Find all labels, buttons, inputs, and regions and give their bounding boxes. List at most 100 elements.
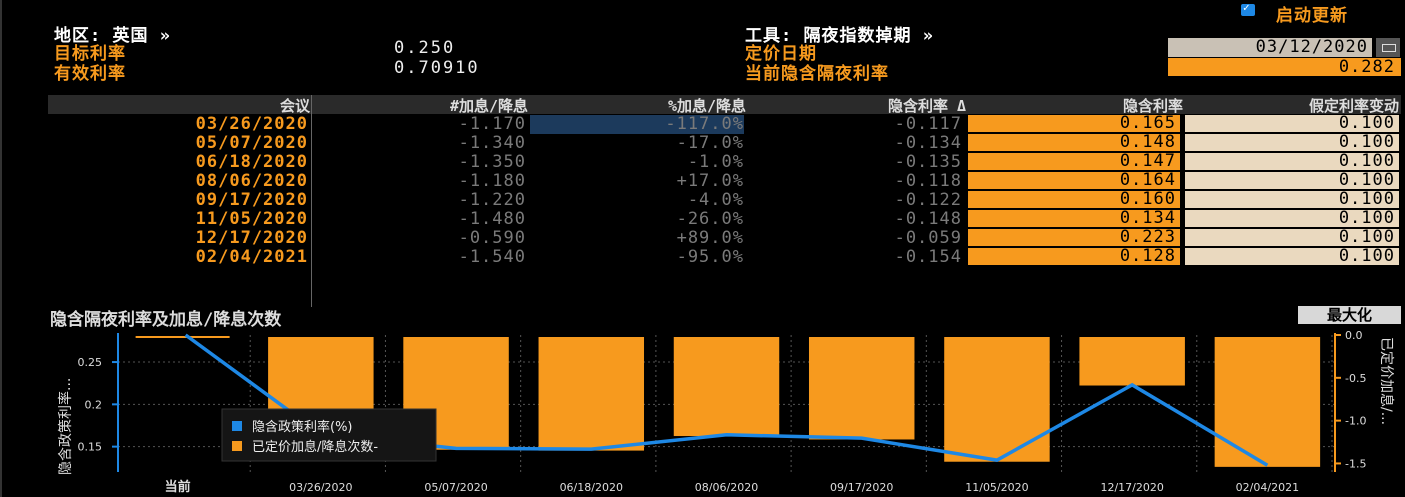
cell-implied: 0.148: [968, 134, 1180, 151]
cell-implied: 0.165: [968, 115, 1180, 132]
bar-09/17/2020: [808, 337, 915, 440]
cell-delta: -0.134: [894, 133, 962, 153]
col-header-hikes[interactable]: #加息/降息: [449, 97, 528, 115]
cell-pct: -4.0%: [687, 190, 744, 210]
cell-delta: -0.059: [894, 228, 962, 248]
cell-hikes: -1.170: [458, 114, 526, 134]
implied-overnight-label: 当前隐含隔夜利率: [745, 64, 889, 84]
cell-pct: -117.0%: [530, 115, 744, 134]
col-header-meeting[interactable]: 会议: [279, 97, 310, 115]
cell-hikes: -1.350: [458, 152, 526, 172]
cell-implied: 0.147: [968, 153, 1180, 170]
right-tick-label: -0.5: [1345, 372, 1366, 385]
legend-label-bar: 已定价加息/降息次数-: [252, 439, 378, 455]
cell-delta: -0.154: [894, 247, 962, 267]
implied-overnight-value: 0.282: [1168, 58, 1401, 76]
left-tick-label: 0.2: [85, 398, 103, 411]
cell-implied: 0.223: [968, 229, 1180, 246]
cell-meeting[interactable]: 08/06/2020: [195, 171, 308, 191]
cell-pct: -95.0%: [676, 247, 744, 267]
cell-implied: 0.164: [968, 172, 1180, 189]
pricing-date-field[interactable]: 03/12/2020: [1168, 38, 1372, 57]
cell-hikes: -1.540: [458, 247, 526, 267]
cell-assumed[interactable]: 0.100: [1185, 115, 1399, 132]
cell-assumed[interactable]: 0.100: [1185, 153, 1399, 170]
x-tick-label: 09/17/2020: [830, 481, 893, 494]
right-tick-label: -1.0: [1345, 415, 1366, 428]
cell-pct: +89.0%: [676, 228, 744, 248]
cell-assumed[interactable]: 0.100: [1185, 210, 1399, 227]
cell-hikes: -1.180: [458, 171, 526, 191]
cell-pct: -26.0%: [676, 209, 744, 229]
region-selector[interactable]: 地区: 英国 »: [54, 26, 171, 46]
cell-meeting[interactable]: 11/05/2020: [195, 209, 308, 229]
cell-hikes: -1.220: [458, 190, 526, 210]
legend-swatch-line: [232, 421, 242, 431]
bar-08/06/2020: [673, 337, 780, 437]
auto-update-label: 启动更新: [1276, 6, 1348, 26]
calendar-button[interactable]: [1376, 38, 1400, 57]
bar-12/17/2020: [1079, 337, 1185, 386]
cell-meeting[interactable]: 09/17/2020: [195, 190, 308, 210]
cell-assumed[interactable]: 0.100: [1185, 229, 1399, 246]
x-tick-label: 11/05/2020: [965, 481, 1028, 494]
calendar-icon: [1382, 44, 1396, 52]
cell-delta: -0.135: [894, 152, 962, 172]
col-header-delta[interactable]: 隐含利率 Δ: [887, 97, 966, 115]
cell-delta: -0.148: [894, 209, 962, 229]
effective-rate-label: 有效利率: [54, 64, 126, 84]
left-axis-title: 隐含政策利率...: [57, 378, 74, 475]
col-header-assumed[interactable]: 假定利率变动: [1308, 97, 1399, 115]
right-axis-title: 已定价加息/...: [1378, 337, 1395, 425]
legend-box: [221, 408, 437, 462]
left-tick-label: 0.25: [78, 356, 103, 369]
x-tick-label: 当前: [165, 479, 191, 495]
cell-implied: 0.134: [968, 210, 1180, 227]
chart-title: 隐含隔夜利率及加息/降息次数: [50, 310, 282, 330]
maximize-button[interactable]: 最大化: [1298, 306, 1401, 324]
cell-meeting[interactable]: 06/18/2020: [195, 152, 308, 172]
cell-assumed[interactable]: 0.100: [1185, 248, 1399, 265]
pricing-date-label: 定价日期: [745, 44, 817, 64]
cell-implied: 0.128: [968, 248, 1180, 265]
right-tick-label: 0.0: [1345, 329, 1363, 342]
x-tick-label: 12/17/2020: [1100, 481, 1163, 494]
instrument-selector[interactable]: 工具: 隔夜指数掉期 »: [745, 26, 934, 46]
implied-rate-chart: 0.25 0.2 0.15 0.0 -0.5 -1.0 -1.5 当前 03/26/2020 05…: [57, 329, 1395, 495]
column-divider: [311, 95, 312, 307]
x-tick-label: 02/04/2021: [1236, 481, 1299, 494]
cell-meeting[interactable]: 02/04/2021: [195, 247, 308, 267]
cell-hikes: -0.590: [458, 228, 526, 248]
cell-delta: -0.122: [894, 190, 962, 210]
col-header-implied[interactable]: 隐含利率: [1122, 97, 1183, 115]
cell-pct: -1.0%: [687, 152, 744, 172]
cell-assumed[interactable]: 0.100: [1185, 134, 1399, 151]
cell-delta: -0.117: [894, 114, 962, 134]
x-tick-label: 05/07/2020: [424, 481, 487, 494]
cell-meeting[interactable]: 12/17/2020: [195, 228, 308, 248]
table-header-bar: [48, 95, 1401, 114]
cell-assumed[interactable]: 0.100: [1185, 172, 1399, 189]
right-tick-label: -1.5: [1345, 457, 1366, 470]
cell-hikes: -1.340: [458, 133, 526, 153]
target-rate-value: 0.250: [394, 38, 456, 58]
col-header-pct[interactable]: %加息/降息: [667, 97, 746, 115]
target-rate-label: 目标利率: [54, 44, 126, 64]
bar-02/04/2021: [1214, 337, 1321, 467]
legend-label-line: 隐含政策利率(%): [252, 419, 353, 435]
auto-update-checkbox[interactable]: ✓: [1241, 1, 1255, 16]
cell-meeting[interactable]: 05/07/2020: [195, 133, 308, 153]
cell-pct: -17.0%: [676, 133, 744, 153]
x-tick-label: 08/06/2020: [695, 481, 758, 494]
cell-delta: -0.118: [894, 171, 962, 191]
legend-swatch-bar: [232, 441, 242, 451]
cell-implied: 0.160: [968, 191, 1180, 208]
checkmark-icon: ✓: [1243, 1, 1250, 14]
bar-06/18/2020: [538, 337, 645, 451]
bar-11/05/2020: [944, 337, 1050, 462]
cell-meeting[interactable]: 03/26/2020: [195, 114, 308, 134]
effective-rate-value: 0.70910: [394, 58, 480, 78]
cell-assumed[interactable]: 0.100: [1185, 191, 1399, 208]
window-left-border: [0, 0, 2, 497]
left-tick-label: 0.15: [78, 441, 103, 454]
